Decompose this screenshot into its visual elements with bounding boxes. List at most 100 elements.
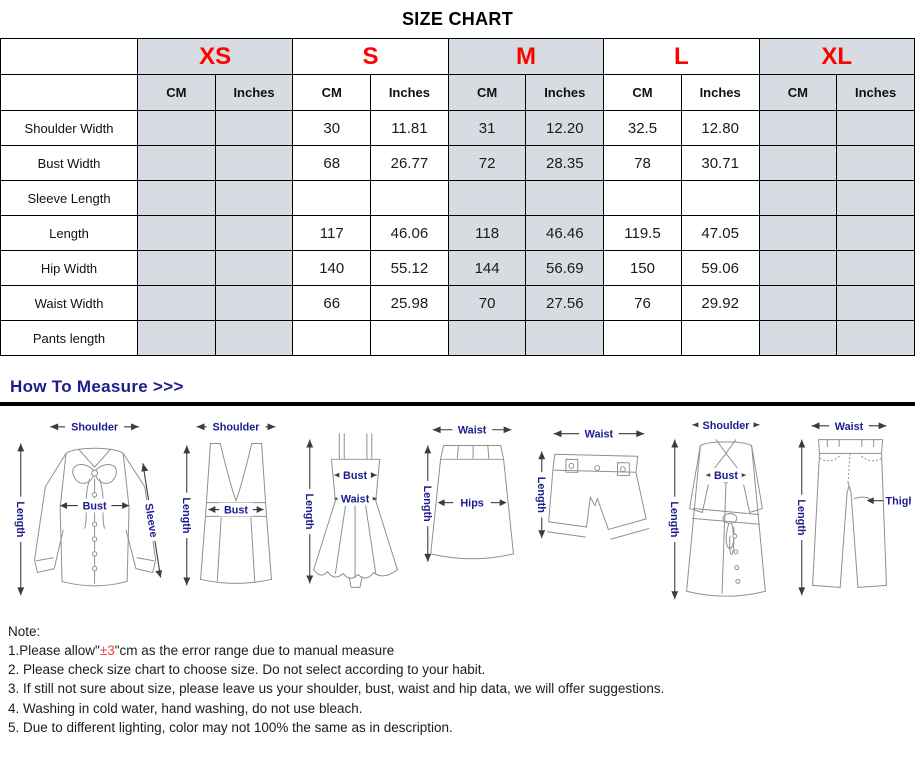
shorts-drawing bbox=[547, 453, 650, 540]
hips-arrow: Hips bbox=[437, 498, 507, 510]
measure-figures: Shoulder Length bbox=[0, 406, 915, 610]
value-cell bbox=[292, 180, 372, 216]
size-header-m: M bbox=[447, 38, 605, 75]
value-cell: 32.5 bbox=[603, 110, 682, 146]
thigh-label: Thigh bbox=[885, 496, 911, 508]
value-cell bbox=[525, 320, 605, 356]
value-cell bbox=[214, 180, 294, 216]
note-text: 3. If still not sure about size, please … bbox=[8, 681, 665, 697]
figure-shorts: Waist Length bbox=[535, 426, 650, 540]
value-cell: 47.05 bbox=[680, 215, 760, 251]
value-cell bbox=[525, 180, 605, 216]
thigh-arrow: Thigh bbox=[866, 496, 911, 508]
shoulder-label: Shoulder bbox=[703, 420, 751, 432]
note-text: 5. Due to different lighting, color may … bbox=[8, 719, 453, 735]
waist-label: Waist bbox=[458, 425, 487, 437]
value-cell: 26.77 bbox=[370, 145, 449, 181]
unit-header-row: CM Inches CM Inches CM Inches CM Inches … bbox=[0, 74, 915, 111]
value-cell bbox=[758, 145, 838, 181]
value-cell bbox=[680, 320, 760, 356]
value-cell: 118 bbox=[447, 215, 527, 251]
figure-trench-coat: Shoulder Length bbox=[668, 417, 766, 600]
value-cell: 12.20 bbox=[525, 110, 605, 146]
waist-label: Waist bbox=[585, 429, 614, 441]
table-row: Sleeve Length bbox=[0, 180, 915, 216]
hips-label: Hips bbox=[461, 498, 484, 510]
waist-arrow: Waist bbox=[334, 491, 377, 506]
value-cell bbox=[836, 145, 915, 181]
value-cell: 68 bbox=[292, 145, 372, 181]
unit-header-cm: CM bbox=[758, 74, 838, 111]
value-cell: 56.69 bbox=[525, 250, 605, 286]
notes-section: Note: 1.Please allow"±3"cm as the error … bbox=[8, 622, 915, 737]
note-highlight: ±3 bbox=[99, 643, 115, 659]
corner-cell bbox=[0, 38, 138, 75]
row-label: Bust Width bbox=[0, 145, 138, 181]
bust-arrow: Bust bbox=[706, 468, 746, 482]
value-cell bbox=[836, 285, 915, 321]
row-label: Sleeve Length bbox=[0, 180, 138, 216]
figure-pants: Waist Length bbox=[795, 418, 911, 596]
length-label: Length bbox=[14, 501, 26, 537]
value-cell: 12.80 bbox=[680, 110, 760, 146]
waist-label: Waist bbox=[341, 494, 370, 506]
value-cell bbox=[758, 250, 838, 286]
value-cell: 76 bbox=[603, 285, 682, 321]
table-row: Hip Width 140 55.12 144 56.69 150 59.06 bbox=[0, 250, 915, 286]
page-title: SIZE CHART bbox=[402, 9, 513, 29]
length-label: Length bbox=[180, 497, 192, 533]
shoulder-arrow: Shoulder bbox=[196, 419, 276, 434]
length-arrow: Length bbox=[180, 445, 194, 586]
size-header-row: XS S M L XL bbox=[0, 38, 915, 75]
value-cell: 55.12 bbox=[370, 250, 449, 286]
value-cell: 46.06 bbox=[370, 215, 449, 251]
unit-header-cm: CM bbox=[137, 74, 216, 111]
value-cell bbox=[214, 320, 294, 356]
bust-label: Bust bbox=[224, 504, 248, 516]
trench-coat-drawing bbox=[686, 439, 766, 597]
value-cell: 140 bbox=[292, 250, 372, 286]
length-arrow: Length bbox=[535, 451, 549, 539]
section-divider bbox=[0, 402, 915, 406]
table-row: Shoulder Width 30 11.81 31 12.20 32.5 12.80 bbox=[0, 110, 915, 146]
bust-arrow: Bust bbox=[60, 498, 130, 513]
unit-header-cm: CM bbox=[447, 74, 527, 111]
value-cell bbox=[680, 180, 760, 216]
value-cell bbox=[137, 250, 216, 286]
note-item: 3. If still not sure about size, please … bbox=[8, 679, 915, 698]
note-text: 1.Please allow" bbox=[8, 643, 100, 659]
unit-header-inches: Inches bbox=[525, 74, 605, 111]
row-label: Pants length bbox=[0, 320, 138, 356]
table-row: Waist Width 66 25.98 70 27.56 76 29.92 bbox=[0, 285, 915, 321]
value-cell bbox=[758, 320, 838, 356]
value-cell bbox=[214, 285, 294, 321]
value-cell bbox=[836, 250, 915, 286]
bust-label: Bust bbox=[343, 470, 367, 482]
row-label: Hip Width bbox=[0, 250, 138, 286]
value-cell bbox=[137, 320, 216, 356]
length-label: Length bbox=[535, 477, 547, 513]
note-item: 5. Due to different lighting, color may … bbox=[8, 718, 915, 737]
cami-dress-drawing bbox=[313, 433, 399, 588]
unit-header-cm: CM bbox=[292, 74, 372, 111]
pants-drawing bbox=[811, 439, 887, 588]
value-cell bbox=[137, 285, 216, 321]
figure-cami-dress: Length Bust bbox=[303, 433, 399, 588]
value-cell bbox=[836, 110, 915, 146]
waist-label: Waist bbox=[835, 421, 864, 433]
shoulder-label: Shoulder bbox=[71, 422, 119, 434]
value-cell: 29.92 bbox=[680, 285, 760, 321]
row-label: Waist Width bbox=[0, 285, 138, 321]
value-cell bbox=[447, 180, 527, 216]
size-table-body: Shoulder Width 30 11.81 31 12.20 32.5 12.80 Bus… bbox=[0, 110, 915, 356]
note-text: 4. Washing in cold water, hand washing, … bbox=[8, 700, 363, 716]
value-cell: 27.56 bbox=[525, 285, 605, 321]
value-cell bbox=[370, 320, 449, 356]
value-cell bbox=[292, 320, 372, 356]
value-cell: 25.98 bbox=[370, 285, 449, 321]
how-to-measure-heading: How To Measure >>> bbox=[10, 377, 184, 396]
value-cell bbox=[214, 145, 294, 181]
length-label: Length bbox=[795, 499, 807, 535]
value-cell: 31 bbox=[447, 110, 527, 146]
value-cell bbox=[137, 180, 216, 216]
